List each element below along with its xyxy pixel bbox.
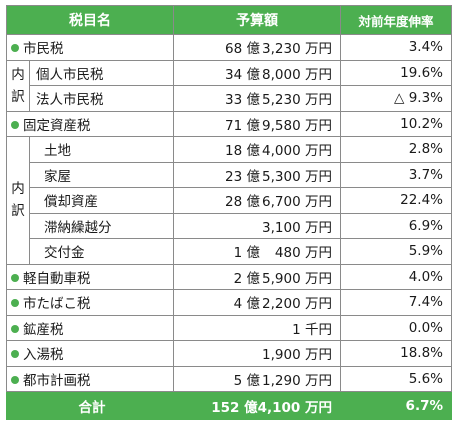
breakdown-label: 内訳: [6, 136, 30, 265]
amount-cell: 28 億 6,700 万円: [173, 187, 341, 214]
total-label: 合計: [6, 391, 174, 420]
amount-cell: 1 千円: [173, 314, 341, 341]
table-row: 内訳 個人市民税 34 億 8,000 万円 19.6%: [6, 59, 452, 112]
tax-name-cell: 償却資産: [29, 187, 174, 214]
tax-name-cell: 都市計画税: [6, 365, 174, 392]
tax-name: 都市計画税: [23, 372, 91, 389]
amount-cell: 5 億 1,290 万円: [173, 365, 341, 392]
rate-cell: 5.9%: [340, 238, 452, 265]
rate-cell: 3.4%: [340, 34, 452, 61]
amount-cell: 23 億 5,300 万円: [173, 161, 341, 188]
amount-cell: 18 億 4,000 万円: [173, 136, 341, 163]
table-row: 内訳 土地 18 億 4,000 万円 2.8%: [6, 136, 452, 265]
tax-name: 鉱産税: [23, 321, 64, 338]
table-row: 償却資産 28 億 6,700 万円 22.4%: [7, 187, 452, 214]
amount-cell: 3,100 万円: [173, 212, 341, 239]
bullet-icon: [11, 375, 19, 384]
table-row: 鉱産税 1 千円 0.0%: [6, 314, 452, 341]
bullet-icon: [11, 299, 19, 308]
amount-cell: 34 億 8,000 万円: [173, 59, 341, 86]
amount-cell: 33 億 5,230 万円: [173, 85, 341, 112]
tax-name-cell: 市たばこ税: [6, 289, 174, 316]
header-yoy-rate: 対前年度伸率: [340, 5, 452, 35]
amount-man: 3,230 万円: [262, 41, 332, 58]
tax-name-cell: 入湯税: [6, 340, 174, 367]
amount-cell: 1,900 万円: [173, 340, 341, 367]
total-rate: 6.7%: [340, 391, 452, 420]
tax-name: 軽自動車税: [23, 270, 91, 287]
tax-budget-table: 税目名 予算額 対前年度伸率 市民税 68 億 3,230 万円 3.4% 内訳 …: [6, 5, 452, 420]
tax-name: 入湯税: [23, 347, 64, 364]
tax-name-cell: 個人市民税: [29, 59, 174, 86]
bullet-icon: [11, 120, 19, 129]
tax-name: 市たばこ税: [23, 296, 91, 313]
rate-cell: 18.8%: [340, 340, 452, 367]
amount-cell: 68 億 3,230 万円: [173, 34, 341, 61]
bullet-icon: [11, 44, 19, 53]
rate-cell: △ 9.3%: [340, 85, 452, 112]
total-amount: 152 億4,100 万円: [173, 391, 341, 420]
tax-name-cell: 市民税: [6, 34, 174, 61]
tax-name-cell: 土地: [29, 136, 174, 163]
bullet-icon: [11, 324, 19, 333]
total-row: 合計 152 億4,100 万円 6.7%: [6, 391, 452, 420]
tax-name-cell: 交付金: [29, 238, 174, 265]
bullet-icon: [11, 350, 19, 359]
amount-cell: 1 億 480 万円: [173, 238, 341, 265]
tax-budget-table-container: 税目名 予算額 対前年度伸率 市民税 68 億 3,230 万円 3.4% 内訳 …: [6, 5, 452, 421]
amount-cell: 2 億 5,900 万円: [173, 263, 341, 290]
amount-cell: 71 億 9,580 万円: [173, 110, 341, 137]
bullet-icon: [11, 273, 19, 282]
tax-name: 市民税: [23, 41, 64, 58]
table-row: 固定資産税 71 億 9,580 万円 10.2%: [6, 110, 452, 137]
table-row: 市民税 68 億 3,230 万円 3.4%: [6, 34, 452, 61]
table-row: 入湯税 1,900 万円 18.8%: [6, 340, 452, 367]
rate-cell: 3.7%: [340, 161, 452, 188]
rate-cell: 2.8%: [340, 136, 452, 163]
amount-oku: 68 億: [225, 41, 260, 58]
table-row: 家屋 23 億 5,300 万円 3.7%: [7, 161, 452, 188]
table-row: 市たばこ税 4 億 2,200 万円 7.4%: [6, 289, 452, 316]
breakdown-label: 内訳: [6, 59, 30, 112]
table-row: 交付金 1 億 480 万円 5.9%: [7, 238, 452, 265]
header-row: 税目名 予算額 対前年度伸率: [6, 5, 452, 35]
amount-cell: 4 億 2,200 万円: [173, 289, 341, 316]
table-row: 軽自動車税 2 億 5,900 万円 4.0%: [6, 263, 452, 290]
tax-name-cell: 固定資産税: [6, 110, 174, 137]
tax-name-cell: 軽自動車税: [6, 263, 174, 290]
table-row: 滞納繰越分 3,100 万円 6.9%: [7, 212, 452, 239]
header-budget-amount: 予算額: [173, 5, 341, 35]
tax-name-cell: 滞納繰越分: [29, 212, 174, 239]
tax-name-cell: 鉱産税: [6, 314, 174, 341]
rate-cell: 4.0%: [340, 263, 452, 290]
rate-cell: 0.0%: [340, 314, 452, 341]
rate-cell: 19.6%: [340, 59, 452, 86]
table-row: 都市計画税 5 億 1,290 万円 5.6%: [6, 365, 452, 392]
table-row: 法人市民税 33 億 5,230 万円 △ 9.3%: [7, 85, 452, 112]
rate-cell: 10.2%: [340, 110, 452, 137]
header-tax-name: 税目名: [6, 5, 174, 35]
tax-name-cell: 家屋: [29, 161, 174, 188]
tax-name-cell: 法人市民税: [29, 85, 174, 112]
rate-cell: 6.9%: [340, 212, 452, 239]
rate-cell: 22.4%: [340, 187, 452, 214]
rate-cell: 5.6%: [340, 365, 452, 392]
tax-name: 固定資産税: [23, 117, 91, 134]
rate-cell: 7.4%: [340, 289, 452, 316]
